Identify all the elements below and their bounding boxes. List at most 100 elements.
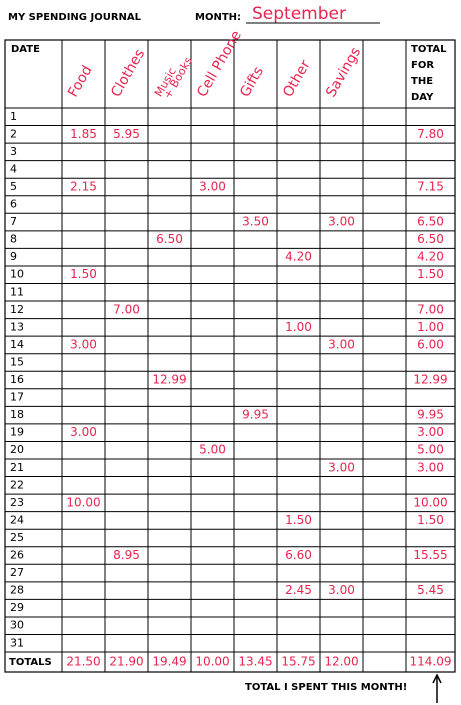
day-number: 1 (10, 110, 17, 123)
amount: 3.00 (70, 425, 97, 439)
amount: 2.15 (70, 179, 97, 193)
amount: 9.95 (242, 408, 269, 422)
day-total: 7.15 (417, 179, 444, 193)
day-number: 8 (10, 233, 17, 246)
day-number: 16 (10, 373, 24, 386)
amount: 7.00 (113, 302, 140, 316)
amount: 3.00 (328, 583, 355, 597)
column-header: Clothes (108, 47, 148, 100)
column-total: 10.00 (195, 655, 229, 669)
column-total: 19.49 (152, 655, 186, 669)
amount: 3.00 (328, 215, 355, 229)
day-total: 15.55 (413, 548, 447, 562)
amount: 1.00 (285, 320, 312, 334)
page-title: MY SPENDING JOURNAL (8, 12, 142, 23)
day-number: 28 (10, 584, 24, 597)
day-number: 25 (10, 531, 24, 544)
day-number: 29 (10, 601, 24, 614)
day-number: 22 (10, 478, 24, 491)
day-total: 6.00 (417, 337, 444, 351)
day-total: 6.50 (417, 215, 444, 229)
day-number: 2 (10, 127, 17, 140)
day-number: 12 (10, 303, 24, 316)
day-total: 10.00 (413, 495, 447, 509)
column-total: 15.75 (281, 655, 315, 669)
day-number: 4 (10, 162, 17, 175)
day-number: 23 (10, 496, 24, 509)
day-total: 7.80 (417, 127, 444, 141)
day-total: 6.50 (417, 232, 444, 246)
day-number: 20 (10, 443, 24, 456)
column-header: DAY (411, 92, 434, 103)
amount: 3.00 (70, 337, 97, 351)
day-number: 13 (10, 320, 24, 333)
column-header: THE (411, 76, 433, 87)
amount: 1.50 (285, 513, 312, 527)
day-number: 19 (10, 426, 24, 439)
footer-note: TOTAL I SPENT THIS MONTH! (245, 682, 407, 693)
amount: 5.00 (199, 443, 226, 457)
totals-label: TOTALS (9, 657, 52, 668)
day-number: 15 (10, 355, 24, 368)
table-border (4, 39, 456, 673)
month-label: MONTH: (195, 12, 241, 23)
amount: 3.00 (328, 460, 355, 474)
column-header: TOTAL (411, 44, 447, 55)
day-number: 6 (10, 198, 17, 211)
column-total: 12.00 (324, 655, 358, 669)
day-number: 10 (10, 268, 24, 281)
day-total: 9.95 (417, 408, 444, 422)
day-number: 30 (10, 619, 24, 632)
amount: 5.95 (113, 127, 140, 141)
arrow-head (432, 673, 442, 684)
amount: 2.45 (285, 583, 312, 597)
amount: 3.00 (328, 337, 355, 351)
column-header: Cell Phone (194, 28, 245, 100)
column-header: Other (280, 57, 314, 100)
amount: 4.20 (285, 250, 312, 264)
amount: 3.00 (199, 179, 226, 193)
day-total: 3.00 (417, 425, 444, 439)
day-total: 3.00 (417, 460, 444, 474)
day-total: 1.00 (417, 320, 444, 334)
day-number: 27 (10, 566, 24, 579)
day-number: 26 (10, 549, 24, 562)
day-number: 31 (10, 636, 24, 649)
day-total: 7.00 (417, 302, 444, 316)
column-header: Food (65, 63, 96, 100)
column-header: Gifts (237, 64, 267, 100)
day-total: 1.50 (417, 267, 444, 281)
day-number: 21 (10, 461, 24, 474)
day-number: 24 (10, 513, 24, 526)
amount: 1.85 (70, 127, 97, 141)
day-number: 14 (10, 338, 24, 351)
column-total: 13.45 (238, 655, 272, 669)
day-total: 12.99 (413, 373, 447, 387)
column-total: 21.50 (66, 655, 100, 669)
amount: 12.99 (152, 373, 186, 387)
amount: 3.50 (242, 215, 269, 229)
amount: 6.50 (156, 232, 183, 246)
column-header: Savings (323, 45, 364, 100)
day-number: 5 (10, 180, 17, 193)
day-total: 4.20 (417, 250, 444, 264)
month-value: September (252, 4, 346, 24)
column-total: 114.09 (410, 655, 452, 669)
amount: 8.95 (113, 548, 140, 562)
day-number: 11 (10, 285, 24, 298)
day-number: 9 (10, 250, 17, 263)
column-total: 21.90 (109, 655, 143, 669)
day-number: 18 (10, 408, 24, 421)
column-header: DATE (11, 44, 40, 55)
amount: 10.00 (66, 495, 100, 509)
amount: 6.60 (285, 548, 312, 562)
day-total: 5.00 (417, 443, 444, 457)
column-header: FOR (411, 60, 434, 71)
day-total: 5.45 (417, 583, 444, 597)
day-number: 7 (10, 215, 17, 228)
amount: 1.50 (70, 267, 97, 281)
day-number: 3 (10, 145, 17, 158)
day-number: 17 (10, 391, 24, 404)
day-total: 1.50 (417, 513, 444, 527)
